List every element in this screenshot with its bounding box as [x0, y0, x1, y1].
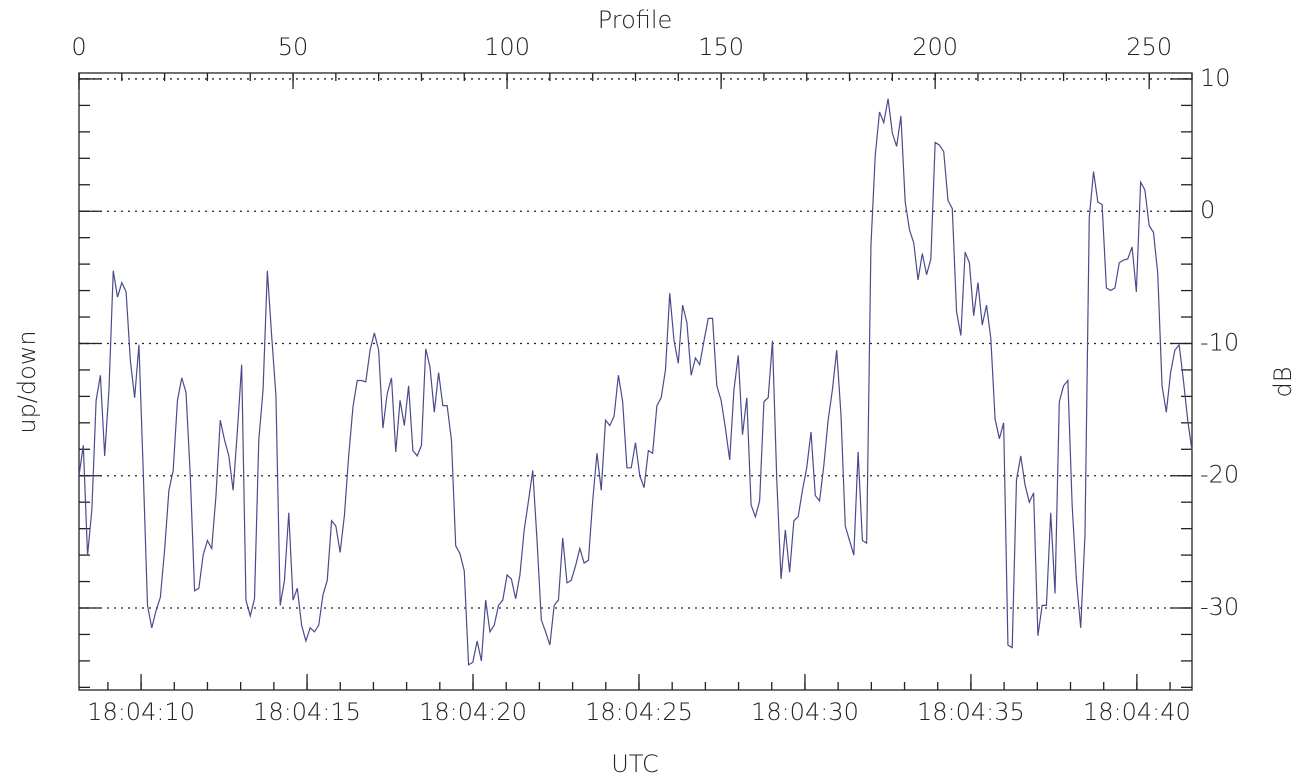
y2-tick-label: 10 — [1200, 64, 1231, 92]
x2-tick-label: 18:04:20 — [419, 698, 527, 726]
x-axis-title: Profile — [598, 6, 673, 34]
y2-tick-label: 0 — [1200, 196, 1215, 224]
y2-axis-title: dB — [1269, 367, 1297, 398]
x2-tick-label: 18:04:30 — [751, 698, 859, 726]
x2-tick-label: 18:04:10 — [87, 698, 195, 726]
x-tick-label: 200 — [912, 33, 958, 61]
y2-tick-label: -20 — [1200, 461, 1239, 489]
x2-tick-label: 18:04:25 — [585, 698, 693, 726]
x2-axis-title: UTC — [611, 750, 659, 778]
x-tick-label: 250 — [1126, 33, 1172, 61]
data-line — [78, 98, 1193, 666]
x-tick-label: 100 — [484, 33, 530, 61]
x-tick-label: 0 — [71, 33, 86, 61]
y-axis-title: up/down — [13, 330, 41, 433]
x-tick-label: 150 — [698, 33, 744, 61]
x2-tick-label: 18:04:35 — [917, 698, 1025, 726]
x-tick-label: 50 — [278, 33, 309, 61]
x2-tick-label: 18:04:40 — [1083, 698, 1191, 726]
y2-tick-label: -10 — [1200, 328, 1239, 356]
y2-tick-label: -30 — [1200, 593, 1239, 621]
x2-tick-label: 18:04:15 — [253, 698, 361, 726]
